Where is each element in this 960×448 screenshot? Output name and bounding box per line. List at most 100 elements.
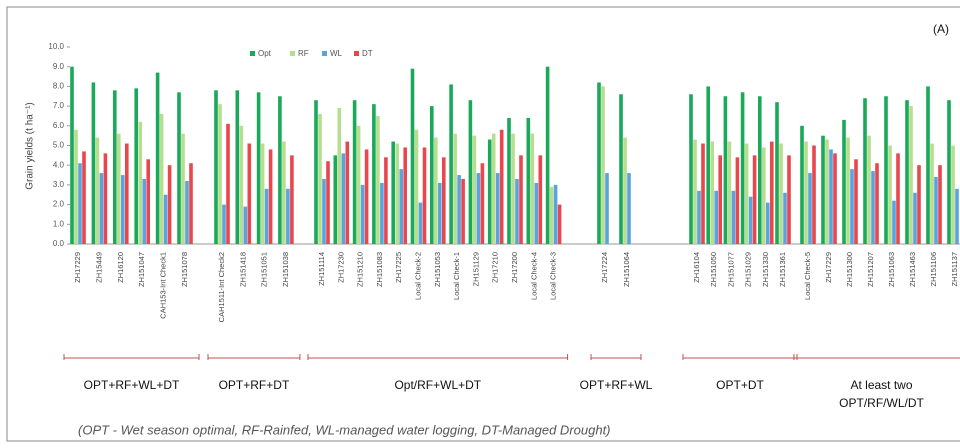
bar <box>926 86 930 245</box>
bar <box>515 178 519 244</box>
group-label: Opt/RF+WL+DT <box>394 378 481 392</box>
bar <box>770 141 774 244</box>
bar <box>290 155 294 244</box>
x-tick-label: ZH151038 <box>281 252 290 287</box>
bar <box>480 163 485 244</box>
bar <box>706 86 710 245</box>
bar <box>825 139 829 244</box>
bar <box>934 177 938 244</box>
bar <box>185 180 189 244</box>
bar <box>534 182 539 244</box>
bar <box>511 133 515 244</box>
y-tick-label: 7.0 <box>53 101 65 110</box>
bar <box>731 190 736 244</box>
bar <box>871 171 875 244</box>
y-tick-label: 4.0 <box>53 160 65 169</box>
bar <box>892 200 896 244</box>
bar <box>177 92 181 244</box>
bar <box>875 163 879 244</box>
x-tick-label: Local Check-2 <box>413 252 422 300</box>
x-tick-label: ZH151330 <box>761 252 770 287</box>
bar <box>159 113 164 244</box>
bar <box>601 86 605 245</box>
bar <box>718 155 722 244</box>
bar <box>138 121 142 244</box>
bar <box>783 192 787 244</box>
legend-swatch <box>322 51 327 56</box>
bar <box>214 90 218 244</box>
bar <box>787 155 791 244</box>
bar <box>530 133 535 244</box>
bar <box>247 143 252 244</box>
bar <box>167 165 172 244</box>
bar <box>453 133 457 244</box>
bar <box>442 157 446 244</box>
bar <box>403 147 407 244</box>
bar <box>103 153 108 244</box>
bar <box>748 196 753 244</box>
x-tick-label: ZH151047 <box>137 252 146 287</box>
x-tick-label: ZH151361 <box>778 252 787 287</box>
bar <box>322 178 326 244</box>
x-tick-label: ZH17200 <box>510 252 519 283</box>
bar <box>597 82 601 245</box>
x-tick-label: ZH151210 <box>356 252 365 287</box>
bar <box>888 145 892 244</box>
bar <box>951 145 955 244</box>
bar <box>121 175 125 244</box>
bar <box>146 159 150 244</box>
bar <box>752 155 757 244</box>
group-label: OPT+RF+DT <box>219 378 290 392</box>
x-tick-label: ZH151463 <box>908 252 917 287</box>
bar <box>341 153 346 244</box>
bar <box>766 202 770 244</box>
x-tick-label: ZH17225 <box>394 252 403 283</box>
bar <box>800 125 804 244</box>
x-tick-label: ZH151418 <box>238 252 247 287</box>
bar <box>163 194 168 244</box>
bar <box>91 82 96 245</box>
bar <box>762 147 766 244</box>
bar <box>282 141 286 244</box>
bar <box>414 129 419 244</box>
bar <box>549 186 554 244</box>
bar <box>557 204 562 244</box>
bar <box>472 135 477 244</box>
bar <box>461 178 465 244</box>
bar <box>243 206 248 244</box>
bar <box>701 143 705 244</box>
bar <box>519 155 523 244</box>
bar <box>155 72 160 244</box>
bar <box>697 190 701 244</box>
bar <box>499 129 504 244</box>
bar <box>222 204 226 244</box>
bar <box>744 143 749 244</box>
bar <box>286 188 290 244</box>
bar <box>337 108 342 244</box>
bar <box>619 94 623 244</box>
bar <box>189 163 193 244</box>
x-tick-label: ZH151129 <box>471 252 480 286</box>
bar <box>930 143 934 244</box>
legend-label: DT <box>362 49 373 58</box>
x-tick-label: ZH151064 <box>622 252 631 287</box>
y-tick-label: 10.0 <box>48 42 64 51</box>
bar <box>314 100 318 244</box>
bar <box>627 173 631 244</box>
bar <box>82 151 86 244</box>
bar <box>812 145 816 244</box>
bar <box>804 141 808 244</box>
y-tick-label: 6.0 <box>53 121 65 130</box>
bar <box>333 155 338 244</box>
bar <box>710 141 714 244</box>
bar <box>345 141 350 244</box>
bar <box>256 92 261 244</box>
y-axis-title: Grain yields (t ha⁻¹) <box>25 102 36 190</box>
bar <box>70 66 74 244</box>
bar <box>95 137 100 244</box>
bar <box>99 173 104 244</box>
y-tick-label: 9.0 <box>53 62 65 71</box>
panel-label: (A) <box>933 22 949 36</box>
bar <box>142 178 146 244</box>
bar <box>821 135 825 244</box>
